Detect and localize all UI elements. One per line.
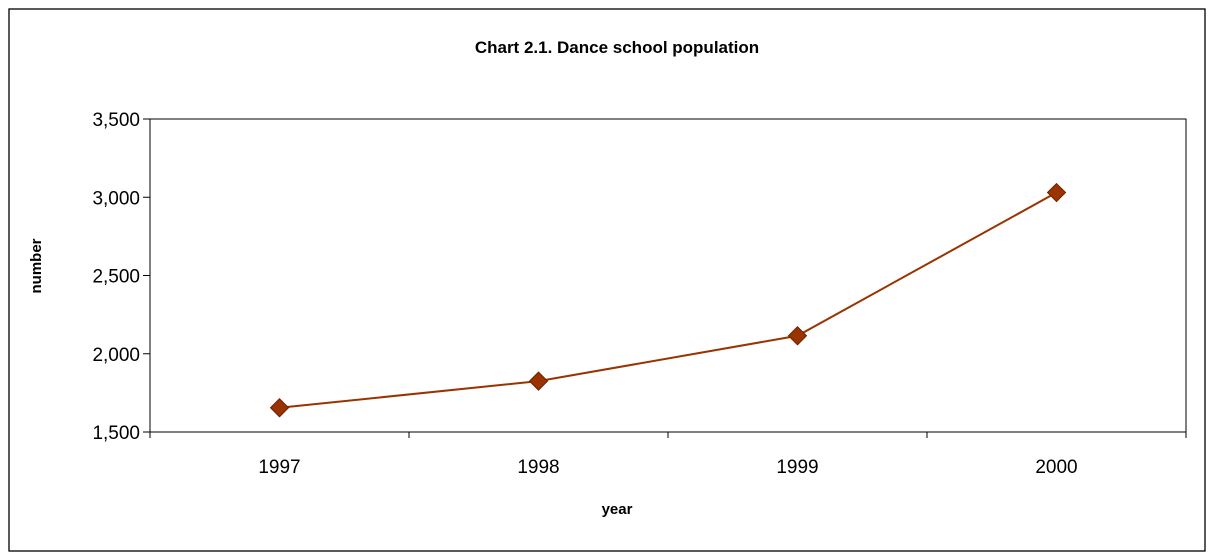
y-tick-label: 1,500 bbox=[92, 423, 140, 444]
x-tick-label: 2000 bbox=[1035, 457, 1077, 478]
x-axis-title: year bbox=[602, 501, 633, 518]
y-tick-label: 3,000 bbox=[92, 188, 140, 209]
plot-area bbox=[150, 119, 1186, 432]
x-tick-label: 1997 bbox=[258, 457, 300, 478]
chart-title: Chart 2.1. Dance school population bbox=[475, 38, 759, 57]
y-tick-label: 2,000 bbox=[92, 345, 140, 366]
x-tick-label: 1998 bbox=[517, 457, 559, 478]
y-axis-title: number bbox=[28, 238, 45, 293]
y-tick-label: 2,500 bbox=[92, 267, 140, 288]
x-tick-label: 1999 bbox=[776, 457, 818, 478]
y-tick-label: 3,500 bbox=[92, 110, 140, 131]
